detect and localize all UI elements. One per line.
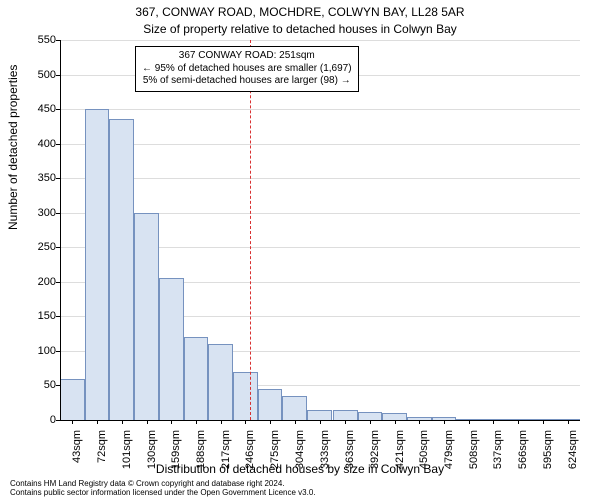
histogram-bar	[85, 109, 110, 420]
reference-marker-line	[250, 40, 251, 420]
gridline	[60, 144, 580, 145]
gridline	[60, 40, 580, 41]
histogram-bar	[282, 396, 307, 420]
annotation-box: 367 CONWAY ROAD: 251sqm← 95% of detached…	[135, 46, 359, 92]
annotation-line3: 5% of semi-detached houses are larger (9…	[142, 75, 352, 88]
histogram-bar	[333, 410, 358, 420]
footer-attribution: Contains HM Land Registry data © Crown c…	[10, 479, 316, 498]
gridline	[60, 178, 580, 179]
y-axis-label: Number of detached properties	[6, 65, 20, 230]
histogram-bar	[159, 278, 184, 420]
plot-area: 05010015020025030035040045050055043sqm72…	[60, 40, 580, 420]
chart-title-line2: Size of property relative to detached ho…	[0, 22, 600, 36]
histogram-bar	[258, 389, 283, 420]
x-axis-line	[60, 420, 580, 421]
x-tick-label: 43sqm	[71, 426, 83, 463]
x-tick-label: 72sqm	[96, 426, 108, 463]
y-axis-line	[60, 40, 61, 420]
histogram-bar	[358, 412, 383, 420]
histogram-bar	[134, 213, 159, 420]
histogram-bar	[109, 119, 134, 420]
histogram-bar	[184, 337, 209, 420]
annotation-line2: ← 95% of detached houses are smaller (1,…	[142, 63, 352, 76]
gridline	[60, 109, 580, 110]
histogram-bar	[233, 372, 258, 420]
histogram-bar	[60, 379, 85, 420]
histogram-bar	[208, 344, 233, 420]
footer-line2: Contains public sector information licen…	[10, 488, 316, 498]
chart-root: 367, CONWAY ROAD, MOCHDRE, COLWYN BAY, L…	[0, 0, 600, 500]
histogram-bar	[307, 410, 332, 420]
histogram-bar	[382, 413, 407, 420]
annotation-line1: 367 CONWAY ROAD: 251sqm	[142, 50, 352, 63]
chart-title-line1: 367, CONWAY ROAD, MOCHDRE, COLWYN BAY, L…	[0, 5, 600, 19]
footer-line1: Contains HM Land Registry data © Crown c…	[10, 479, 316, 489]
x-axis-label: Distribution of detached houses by size …	[0, 462, 600, 476]
